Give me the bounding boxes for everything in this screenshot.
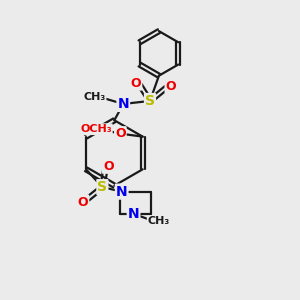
Text: N: N — [128, 207, 140, 221]
Text: CH₃: CH₃ — [83, 92, 106, 101]
Text: S: S — [98, 180, 107, 194]
Text: O: O — [78, 196, 88, 208]
Text: O: O — [131, 76, 141, 90]
Text: N: N — [117, 97, 129, 111]
Text: N: N — [116, 184, 127, 199]
Text: O: O — [103, 160, 114, 173]
Text: O: O — [115, 127, 126, 140]
Text: CH₃: CH₃ — [148, 216, 170, 226]
Text: S: S — [145, 94, 155, 108]
Text: O: O — [166, 80, 176, 93]
Text: OCH₃: OCH₃ — [80, 124, 112, 134]
